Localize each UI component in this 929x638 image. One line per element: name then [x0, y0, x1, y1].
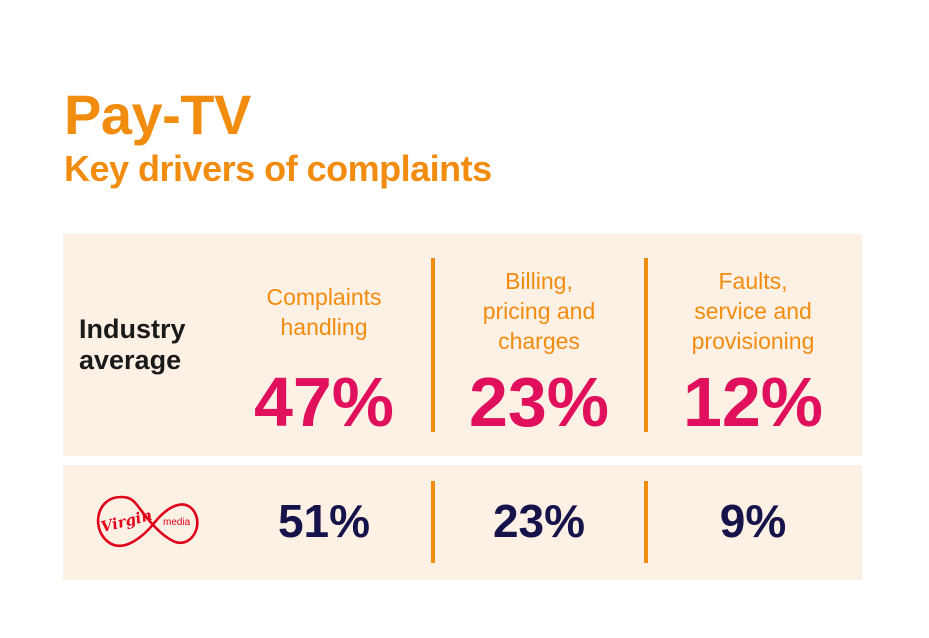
column-divider: [644, 481, 648, 563]
category-label: Billing,: [505, 268, 573, 294]
column-divider: [431, 258, 435, 432]
industry-value: 47%: [253, 363, 395, 441]
provider-panel: Virgin media 51% 23% 9%: [63, 465, 862, 580]
page-subtitle: Key drivers of complaints: [64, 148, 492, 189]
industry-value: 12%: [682, 363, 824, 441]
category-label: service and: [694, 298, 812, 324]
industry-average-label: Industry average: [79, 314, 186, 375]
provider-value-billing: 23%: [492, 495, 586, 547]
category-label: charges: [498, 328, 580, 354]
category-label: Faults,: [718, 268, 788, 294]
category-label: handling: [280, 314, 368, 340]
column-divider: [644, 258, 648, 432]
virgin-media-logo: Virgin media: [96, 495, 199, 548]
page-title: Pay-TV: [64, 83, 251, 146]
category-label: Complaints: [266, 284, 382, 310]
industry-value: 23%: [468, 363, 610, 441]
column-faults-service-provisioning: Faults, service and provisioning 12%: [663, 234, 843, 456]
provider-value-faults: 9%: [719, 495, 787, 547]
column-divider: [431, 481, 435, 563]
category-label: pricing and: [482, 298, 596, 324]
column-complaints-handling: Complaints handling 47%: [233, 234, 415, 456]
category-label: provisioning: [691, 328, 815, 354]
industry-average-panel: Industry average Complaints handling 47%…: [63, 234, 862, 456]
column-billing-pricing-charges: Billing, pricing and charges 23%: [451, 234, 627, 456]
logo-media-text: media: [163, 517, 191, 528]
provider-value-complaints-handling: 51%: [277, 495, 371, 547]
